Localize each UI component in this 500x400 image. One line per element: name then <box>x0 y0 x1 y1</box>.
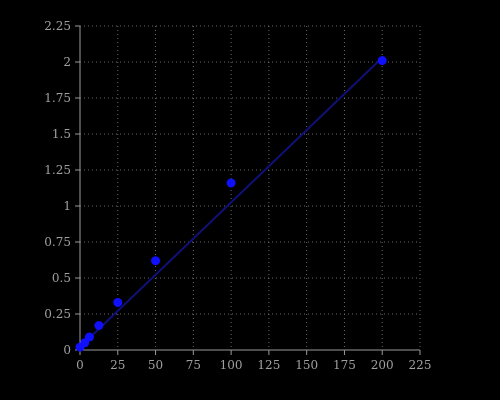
y-tick-label: 0.25 <box>44 307 71 321</box>
y-tick-label: 0.5 <box>52 271 71 285</box>
fit-line <box>79 56 383 348</box>
x-tick-label: 100 <box>220 358 243 372</box>
y-tick-label: 0 <box>63 343 71 357</box>
y-tick-label: 1 <box>63 199 71 213</box>
x-tick-label: 0 <box>76 358 84 372</box>
data-points <box>75 56 387 352</box>
x-tick-label: 150 <box>295 358 318 372</box>
x-tick-label: 175 <box>333 358 356 372</box>
data-point <box>113 297 123 307</box>
data-point <box>377 56 387 66</box>
fit-line-layer <box>79 56 383 348</box>
data-point <box>84 332 94 342</box>
y-tick-label: 2.25 <box>44 19 71 33</box>
x-tick-label: 75 <box>186 358 201 372</box>
y-axis-ticks: 0 0.25 0.5 0.75 1 1.25 1.5 1.75 2 2.25 <box>44 19 80 357</box>
y-tick-label: 1.5 <box>52 127 71 141</box>
grid-lines <box>80 25 421 350</box>
x-axis-ticks: 0 25 50 75 100 125 150 175 200 225 <box>76 350 431 372</box>
axes <box>79 26 420 351</box>
data-point <box>94 321 104 331</box>
y-tick-label: 0.75 <box>44 235 71 249</box>
data-point <box>151 256 161 266</box>
x-tick-label: 125 <box>257 358 280 372</box>
data-point <box>226 178 236 188</box>
y-tick-label: 1.75 <box>44 91 71 105</box>
x-tick-label: 200 <box>371 358 394 372</box>
y-tick-label: 2 <box>63 55 71 69</box>
x-tick-label: 50 <box>148 358 163 372</box>
x-tick-label: 25 <box>110 358 125 372</box>
y-tick-label: 1.25 <box>44 163 71 177</box>
x-tick-label: 225 <box>409 358 432 372</box>
